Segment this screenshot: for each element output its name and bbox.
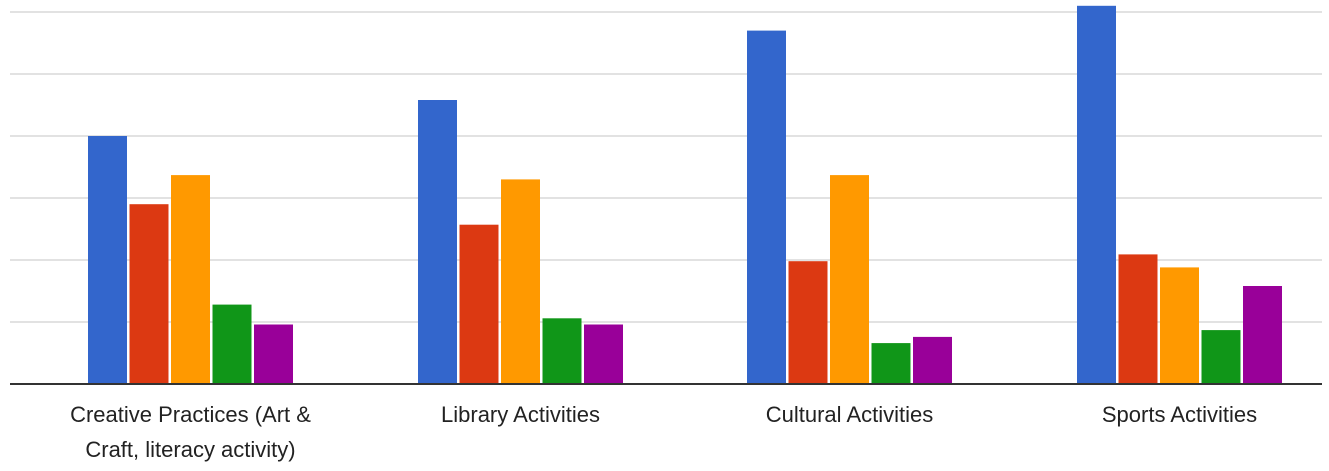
bar-s3-c3: [830, 175, 869, 384]
bar-s1-c4: [1077, 5, 1116, 385]
bar-s5-c1: [254, 324, 293, 384]
bar-s5-c3: [913, 336, 952, 384]
x-tick-label-2: Library Activities: [441, 402, 600, 427]
bar-s4-c2: [542, 318, 582, 384]
bar-s4-c1: [212, 304, 252, 384]
x-tick-label-1-line1: Creative Practices (Art &: [70, 402, 311, 427]
bar-s4-c3: [871, 343, 911, 384]
bar-s1-c1: [88, 136, 127, 384]
bar-s5-c4: [1243, 286, 1282, 384]
bar-series-group: [88, 5, 1282, 385]
bar-s2-c1: [129, 204, 169, 384]
bar-s3-c2: [501, 179, 540, 384]
bar-s1-c2: [418, 100, 457, 384]
bar-s4-c4: [1201, 330, 1241, 384]
x-tick-labels: Creative Practices (Art & Craft, literacy…: [70, 402, 1257, 462]
bar-s3-c1: [171, 175, 210, 384]
bar-s2-c3: [788, 261, 828, 384]
bar-s2-c4: [1118, 254, 1158, 384]
bar-s5-c2: [584, 324, 623, 384]
x-tick-label-1-line2: Craft, literacy activity): [85, 437, 295, 462]
x-tick-label-4: Sports Activities: [1102, 402, 1257, 427]
bar-s3-c4: [1160, 267, 1199, 384]
x-tick-label-3: Cultural Activities: [766, 402, 934, 427]
bar-s1-c3: [747, 30, 786, 384]
bar-s2-c2: [459, 224, 499, 384]
